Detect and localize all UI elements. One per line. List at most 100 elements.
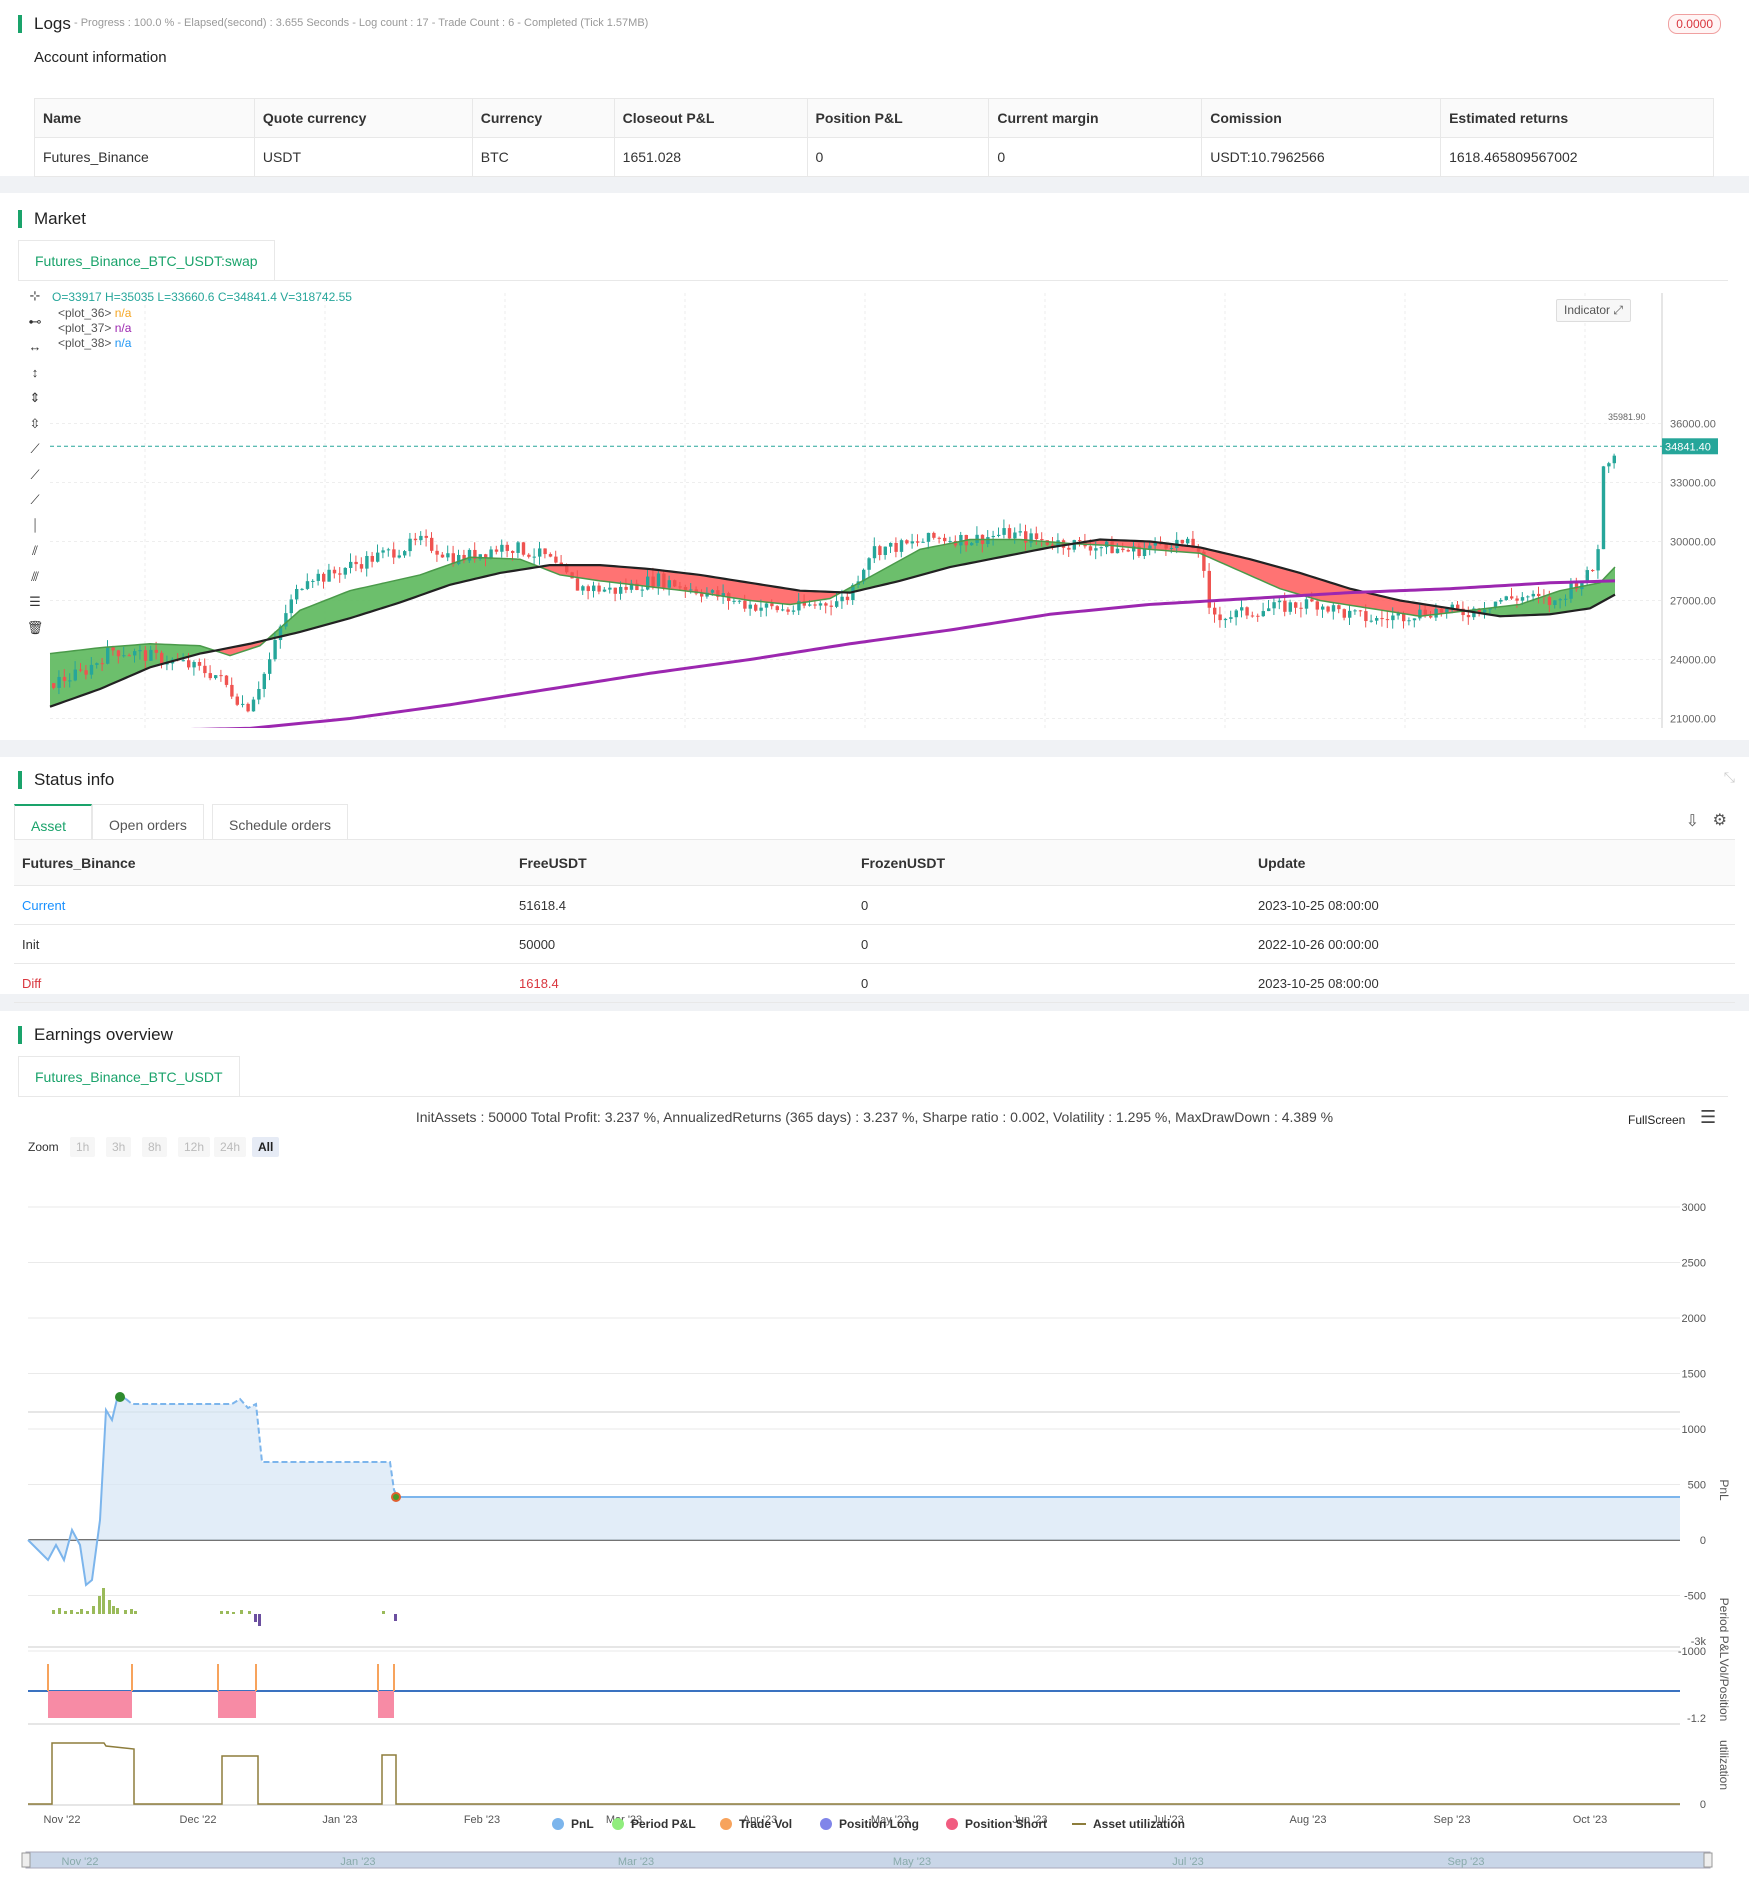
candle-body — [597, 585, 601, 592]
ray-icon[interactable]: ⟋ — [30, 466, 40, 482]
candle-body — [1574, 582, 1579, 590]
candle-body — [1164, 544, 1168, 549]
candle-body — [484, 554, 488, 558]
candle-body — [235, 696, 239, 705]
parallel-channel-icon[interactable]: ⫽ — [32, 543, 38, 558]
period-pnl-bar — [232, 1612, 235, 1614]
candle-body — [1132, 546, 1136, 552]
zoom-8h-button[interactable]: 8h — [142, 1137, 168, 1157]
tab-open-orders[interactable]: Open orders — [92, 804, 204, 844]
candle-body — [651, 576, 655, 587]
fib-icon[interactable]: ⫻ — [31, 568, 39, 584]
ma-band-fill — [270, 557, 540, 640]
candle-body — [1585, 570, 1589, 583]
asset-cell: 1618.4 — [511, 963, 853, 1003]
candle-body — [392, 549, 396, 558]
candle-body — [1321, 606, 1325, 610]
y-tick-label: 33000.00 — [1670, 478, 1716, 490]
candle-body — [1569, 582, 1573, 599]
zoom-12h-button[interactable]: 12h — [178, 1137, 211, 1157]
candle-body — [203, 665, 207, 674]
candle-body — [1094, 548, 1098, 551]
candle-body — [1261, 611, 1265, 617]
tab-asset[interactable]: Asset — [14, 804, 92, 844]
candle-body — [1348, 610, 1352, 618]
candle-body — [354, 561, 358, 565]
candle-body — [230, 684, 234, 697]
range-icon[interactable]: ⇳ — [29, 415, 41, 431]
candle-body — [413, 538, 418, 541]
vertical-segment-icon[interactable]: ⇕ — [29, 390, 41, 405]
candle-body — [359, 564, 364, 569]
account-cell: Futures_Binance — [34, 137, 255, 177]
asset-cell: 50000 — [511, 924, 853, 964]
fullscreen-button[interactable]: FullScreen — [1628, 1113, 1686, 1127]
price-chart[interactable]: 36000.00 33000.00 30000.00 27000.00 24000.00… — [48, 288, 1738, 728]
extended-line-icon[interactable]: ⟋ — [30, 492, 40, 507]
account-cell: BTC — [471, 137, 615, 177]
candle-body — [1288, 602, 1292, 612]
candle-body — [1445, 608, 1449, 613]
candle-body — [667, 580, 671, 588]
candle-body — [1277, 600, 1282, 603]
download-icon[interactable]: ⇩ — [1685, 813, 1699, 830]
vertical-line-icon[interactable]: ↕ — [31, 364, 39, 380]
menu-icon[interactable]: ☰ — [1700, 1107, 1717, 1127]
tab-schedule-orders[interactable]: Schedule orders — [212, 804, 348, 844]
market-tab[interactable]: Futures_Binance_BTC_USDT:swap — [18, 240, 275, 280]
indicator-button[interactable]: Indicator ⤢ — [1556, 299, 1631, 322]
candle-body — [338, 573, 342, 575]
candle-body — [1337, 605, 1341, 610]
period-pnl-bar — [58, 1608, 61, 1614]
zoom-3h-button[interactable]: 3h — [106, 1137, 132, 1157]
candle-body — [662, 573, 666, 588]
trash-icon[interactable]: 🗑 — [26, 619, 44, 635]
earnings-chart[interactable]: 40003500300025002000150010005000-500-100… — [0, 1161, 1749, 1900]
candle-body — [570, 572, 574, 579]
zoom-All-button[interactable]: All — [252, 1137, 280, 1157]
candle-body — [1385, 619, 1390, 621]
zoom-1h-button[interactable]: 1h — [70, 1137, 96, 1157]
period-pnl-bar — [130, 1609, 133, 1614]
pnl-line-dashed — [125, 1397, 399, 1498]
trend-line-icon[interactable]: ⟋ — [30, 441, 40, 456]
candle-body — [408, 538, 412, 552]
candle-body — [559, 562, 563, 566]
gear-icon[interactable]: ⚙ — [1712, 812, 1727, 829]
arrow-icon[interactable]: ↔ — [28, 339, 42, 354]
candle-body — [462, 554, 466, 561]
candle-body — [710, 590, 715, 593]
candle-body — [1331, 605, 1336, 612]
candle-body — [192, 662, 196, 668]
x-tick-label: May '23 — [871, 1814, 909, 1826]
candle-body — [127, 655, 131, 657]
candle-body — [1402, 613, 1406, 622]
pnl-tick-label: 3000 — [1682, 1202, 1706, 1214]
candle-body — [430, 537, 434, 551]
candle-body — [521, 542, 526, 555]
earnings-summary: InitAssets : 50000 Total Profit: 3.237 %… — [415, 1109, 1334, 1125]
earnings-tab[interactable]: Futures_Binance_BTC_USDT — [18, 1056, 240, 1096]
dot-line-icon[interactable]: ⊷ — [28, 313, 42, 329]
crosshair-icon[interactable]: ⊹ — [29, 288, 41, 303]
slow-ma-line — [49, 538, 1616, 708]
candle-body — [818, 603, 823, 606]
measure-icon[interactable]: ⏐ — [31, 517, 39, 533]
candle-body — [878, 546, 882, 555]
candle-body — [575, 578, 580, 591]
asset-header-cell: FreeUSDT — [511, 839, 853, 886]
candle-body — [1267, 608, 1271, 612]
candle-body — [257, 688, 261, 700]
long-ma-line — [190, 579, 1616, 728]
levels-icon[interactable]: ☰ — [29, 594, 41, 609]
candle-body — [1466, 615, 1471, 618]
pnl-line — [27, 1393, 127, 1587]
trade-vol-bar — [255, 1664, 257, 1691]
candle-body — [970, 542, 974, 546]
candle-body — [683, 587, 688, 590]
asset-cell: Diff — [14, 963, 511, 1003]
candle-body — [1315, 601, 1319, 610]
asset-table: Futures_Binance FreeUSDT FrozenUSDT Update … — [14, 839, 1735, 1003]
zoom-24h-button[interactable]: 24h — [214, 1137, 247, 1157]
collapse-icon[interactable]: ⤡ — [1723, 769, 1735, 785]
